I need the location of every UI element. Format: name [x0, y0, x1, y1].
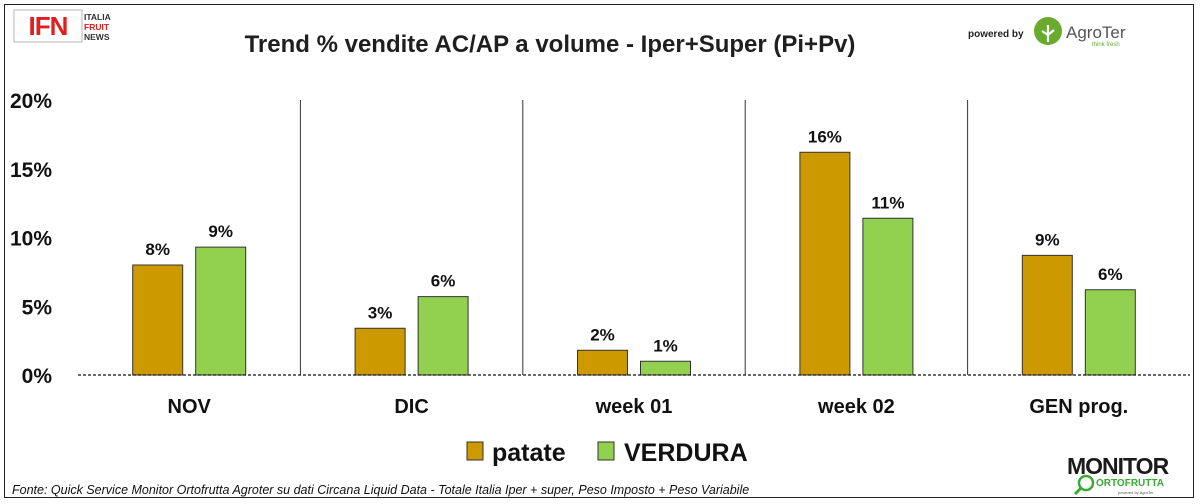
legend-label-patate: patate	[492, 439, 566, 467]
data-label: 8%	[145, 240, 170, 259]
x-category-label: week 01	[595, 396, 673, 418]
bar-verdura	[862, 217, 914, 376]
monitor-magnifier-icon	[1077, 474, 1095, 492]
x-category-label: GEN prog.	[1029, 396, 1128, 418]
source-note: Fonte: Quick Service Monitor Ortofrutta …	[12, 483, 749, 497]
ifn-logo-text: IFN	[29, 11, 68, 41]
ifn-logo: IFN ITALIA FRUIT NEWS	[13, 9, 111, 43]
legend-swatch-patate	[466, 441, 484, 461]
x-category-label: DIC	[394, 396, 428, 418]
y-tick-label: 15%	[10, 159, 52, 182]
bar-patate	[1021, 254, 1073, 376]
plot-area: 0% 5% 10% 15% 20% 8% 9% NOV 3% 6% DIC 2% 1% week 01 16…	[10, 90, 1190, 418]
monitor-powered: powered by AgroTer	[1118, 490, 1154, 495]
bar-patate	[577, 349, 628, 376]
data-label: 6%	[431, 272, 456, 291]
data-label: 3%	[368, 303, 393, 322]
agroter-name: AgroTer	[1066, 23, 1126, 42]
data-label: 2%	[590, 325, 615, 344]
data-label: 9%	[208, 222, 233, 241]
bar-patate	[132, 264, 184, 376]
legend-swatch-verdura	[597, 441, 615, 461]
data-label: 1%	[653, 336, 678, 355]
y-tick-label: 10%	[10, 228, 52, 251]
y-tick-label: 0%	[22, 365, 53, 388]
legend-label-verdura: VERDURA	[624, 439, 748, 467]
monitor-ortofrutta-logo: MONITOR ORTOFRUTTA powered by AgroTer	[1067, 453, 1171, 496]
bar-verdura	[417, 296, 469, 376]
ifn-logo-sub-2: FRUIT	[84, 22, 110, 32]
data-label: 6%	[1098, 265, 1123, 284]
bar-patate	[354, 327, 406, 376]
powered-by-label: powered by	[968, 29, 1024, 40]
ifn-logo-sub-1: ITALIA	[84, 12, 111, 22]
data-label: 16%	[808, 127, 842, 146]
x-category-label: NOV	[168, 396, 212, 418]
bar-verdura	[640, 360, 691, 376]
monitor-sub: ORTOFRUTTA	[1096, 478, 1164, 489]
legend: patate VERDURA	[466, 439, 748, 467]
bar-verdura	[1084, 289, 1136, 376]
monitor-brand: MONITOR	[1067, 453, 1170, 479]
x-category-label: week 02	[817, 396, 895, 418]
data-label: 11%	[871, 193, 904, 212]
bar-verdura	[195, 246, 247, 376]
agroter-logo: AgroTer think fresh	[1034, 17, 1126, 48]
chart-title: Trend % vendite AC/AP a volume - Iper+Su…	[245, 31, 856, 58]
y-tick-label: 20%	[10, 90, 52, 113]
ifn-logo-sub-3: NEWS	[84, 32, 110, 42]
data-label: 9%	[1035, 230, 1060, 249]
y-tick-label: 5%	[22, 296, 53, 319]
bar-patate	[799, 151, 851, 376]
agroter-tagline: think fresh	[1092, 42, 1120, 48]
